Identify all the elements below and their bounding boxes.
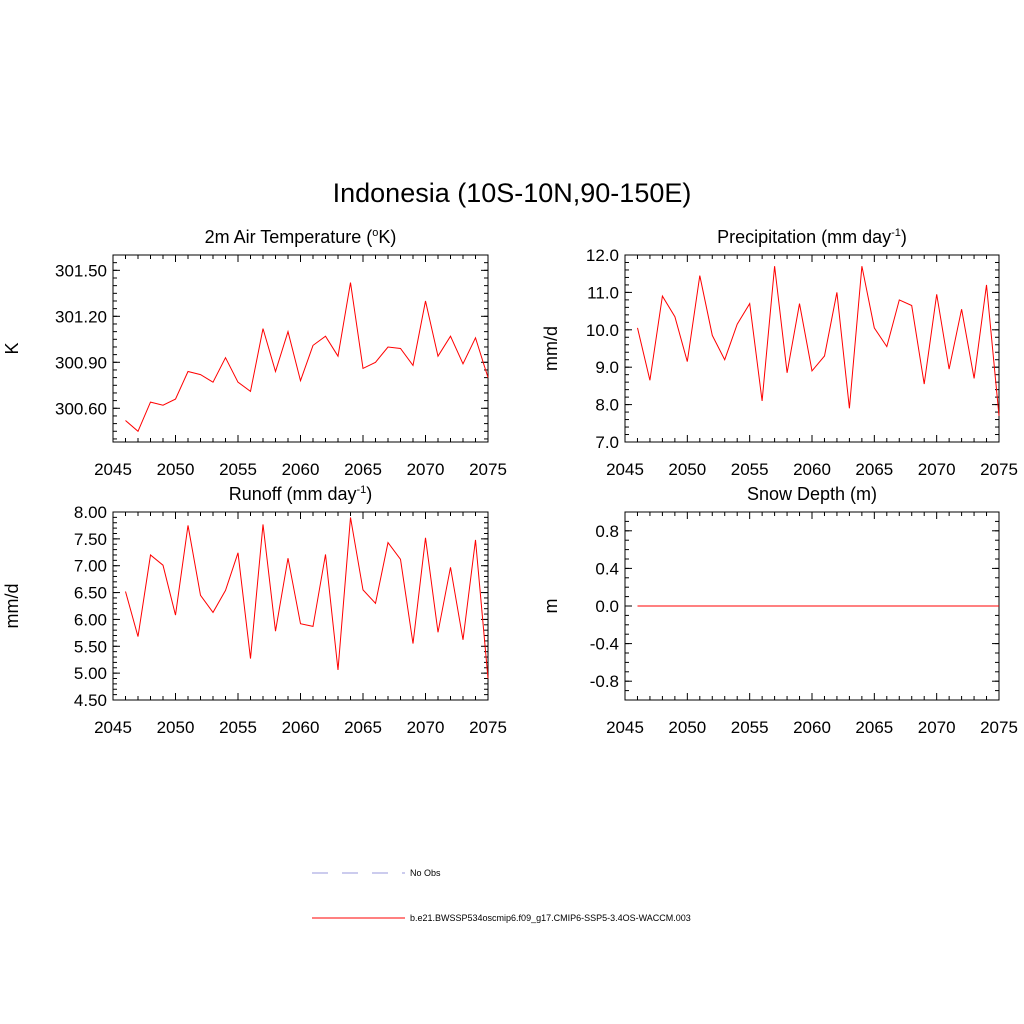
snow-depth-x-tick-label: 2075 [980,718,1018,737]
precipitation-x-tick-label: 2060 [793,460,831,479]
runoff-y-tick-label: 6.00 [74,610,107,629]
runoff-y-tick-label: 7.00 [74,557,107,576]
precipitation-y-tick-label: 10.0 [586,321,619,340]
temperature-y-tick-label: 300.60 [55,399,107,418]
temperature-x-tick-label: 2060 [282,460,320,479]
precipitation-series-line [637,266,1000,416]
temperature-plot-frame [112,254,489,443]
runoff-x-tick-label: 2070 [407,718,445,737]
panel-snow-depth: 2045 2050 2055 2060 2065 2070 2075 -0.8 -0.4 0.0 0… [541,484,1018,737]
runoff-y-axis-label: mm/d [2,584,22,629]
snow-depth-y-tick-label: 0.8 [595,522,619,541]
snow-depth-x-tick-label: 2060 [793,718,831,737]
temperature-x-tick-label: 2045 [94,460,132,479]
precipitation-y-axis-label: mm/d [541,326,561,371]
temperature-panel-title: 2m Air Temperature (oK) [205,227,397,247]
chart-panels: 2045 2050 2055 2060 2065 2070 2075 300.60 300.90… [2,227,1018,737]
snow-depth-x-tick-label: 2070 [918,718,956,737]
precipitation-x-tick-label: 2050 [668,460,706,479]
precipitation-x-tick-label: 2055 [731,460,769,479]
temperature-x-tick-label: 2065 [344,460,382,479]
runoff-x-tick-label: 2045 [94,718,132,737]
temperature-y-tick-label: 300.90 [55,353,107,372]
precipitation-plot-frame [624,254,1000,443]
runoff-y-tick-label: 8.00 [74,503,107,522]
precipitation-y-tick-label: 11.0 [587,283,619,302]
runoff-x-tick-label: 2055 [219,718,257,737]
runoff-y-tick-label: 6.50 [74,584,107,603]
runoff-plot-frame [112,511,489,701]
precipitation-x-tick-label: 2070 [918,460,956,479]
snow-depth-y-tick-label: -0.4 [590,635,619,654]
snow-depth-x-tick-label: 2065 [855,718,893,737]
runoff-y-tick-label: 4.50 [74,691,107,710]
temperature-y-axis-label: K [2,342,22,354]
runoff-y-tick-label: 5.00 [74,664,107,683]
snow-depth-x-tick-label: 2055 [731,718,769,737]
snow-depth-panel-title: Snow Depth (m) [747,484,877,504]
temperature-x-tick-label: 2075 [469,460,507,479]
precipitation-y-tick-label: 8.0 [595,396,619,415]
temperature-y-tick-label: 301.20 [55,307,107,326]
runoff-panel-title: Runoff (mm day-1) [229,484,373,504]
runoff-y-tick-label: 7.50 [74,530,107,549]
precipitation-panel-title: Precipitation (mm day-1) [717,227,907,247]
panel-temperature: 2045 2050 2055 2060 2065 2070 2075 300.60 300.90… [2,227,507,479]
panel-runoff: 2045 2050 2055 2060 2065 2070 2075 4.50 5.00 5.50… [2,484,507,737]
temperature-y-tick-label: 301.50 [55,261,107,280]
temperature-x-tick-label: 2055 [219,460,257,479]
snow-depth-y-tick-label: -0.8 [590,672,619,691]
precipitation-x-tick-label: 2065 [855,460,893,479]
legend-model-label: b.e21.BWSSP534oscmip6.f09_g17.CMIP6-SSP5… [410,913,691,923]
snow-depth-y-tick-label: 0.4 [595,559,619,578]
runoff-series-line [125,517,489,679]
snow-depth-x-tick-label: 2050 [668,718,706,737]
precipitation-y-tick-label: 9.0 [595,358,619,377]
precipitation-y-tick-label: 12.0 [586,246,619,265]
runoff-y-tick-label: 5.50 [74,637,107,656]
snow-depth-y-tick-label: 0.0 [595,597,619,616]
precipitation-x-tick-label: 2045 [606,460,644,479]
legend-obs-label: No Obs [410,868,441,878]
runoff-x-tick-label: 2060 [282,718,320,737]
snow-depth-x-tick-label: 2045 [606,718,644,737]
panel-precipitation: 2045 2050 2055 2060 2065 2070 2075 7.0 8.0 9.0 10.… [541,227,1018,479]
runoff-x-tick-label: 2075 [469,718,507,737]
precipitation-y-tick-label: 7.0 [595,433,619,452]
snow-depth-y-axis-label: m [541,599,561,614]
temperature-series-line [125,282,489,433]
precipitation-x-tick-label: 2075 [980,460,1018,479]
main-title: Indonesia (10S-10N,90-150E) [333,178,692,208]
runoff-x-tick-label: 2050 [157,718,195,737]
runoff-x-tick-label: 2065 [344,718,382,737]
temperature-x-tick-label: 2070 [407,460,445,479]
legend: No Obs b.e21.BWSSP534oscmip6.f09_g17.CMI… [312,868,691,923]
temperature-x-tick-label: 2050 [157,460,195,479]
